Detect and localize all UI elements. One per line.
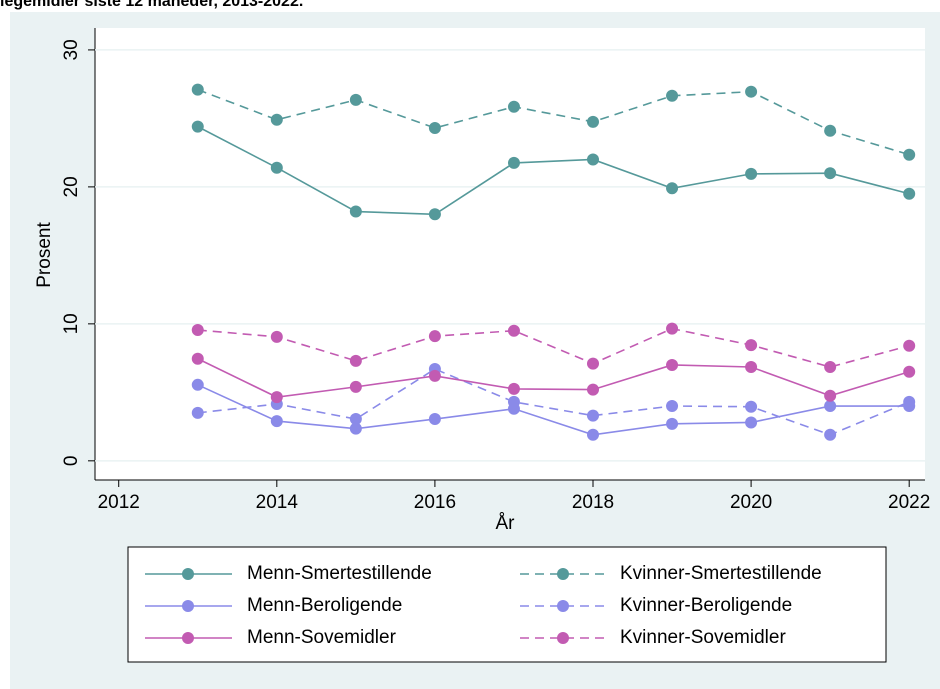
data-point xyxy=(666,182,679,195)
legend-label: Menn-Smertestillende xyxy=(247,563,432,584)
data-point xyxy=(587,383,599,396)
data-point xyxy=(903,187,916,200)
data-point xyxy=(428,330,441,343)
legend-label: Menn-Sovemidler xyxy=(247,627,397,648)
data-point xyxy=(428,121,441,134)
y-tick-label: 30 xyxy=(61,39,82,60)
data-point xyxy=(270,391,283,404)
data-point xyxy=(507,382,520,395)
legend-label: Menn-Beroligende xyxy=(247,595,402,616)
data-point xyxy=(587,357,599,370)
data-point xyxy=(824,400,837,413)
data-point xyxy=(191,83,204,96)
data-point xyxy=(745,361,758,373)
data-point xyxy=(507,100,520,113)
data-point xyxy=(903,148,916,161)
data-point xyxy=(745,339,758,352)
data-point xyxy=(824,124,837,137)
series-line xyxy=(197,358,910,398)
x-tick-label: 2020 xyxy=(730,492,772,513)
data-point xyxy=(824,428,837,441)
data-point xyxy=(666,400,679,413)
data-point xyxy=(349,93,362,106)
x-tick-label: 2014 xyxy=(256,492,299,513)
data-point xyxy=(666,322,679,335)
data-point xyxy=(191,120,204,133)
series-line xyxy=(197,368,910,436)
data-point xyxy=(666,417,679,430)
data-point xyxy=(507,324,520,337)
data-point xyxy=(191,406,204,419)
data-point xyxy=(349,422,362,435)
data-point xyxy=(270,330,283,343)
data-point xyxy=(903,365,916,378)
x-tick-label: 2022 xyxy=(888,492,930,513)
legend xyxy=(127,546,887,663)
legend-label: Kvinner-Beroligende xyxy=(620,595,792,616)
x-axis-label: År xyxy=(496,513,516,534)
data-point xyxy=(666,358,679,371)
series-line xyxy=(197,88,910,156)
series-line xyxy=(197,125,910,216)
data-point xyxy=(745,167,758,180)
data-point xyxy=(507,156,520,169)
data-point xyxy=(587,428,599,441)
data-point xyxy=(270,415,283,428)
y-tick-label: 0 xyxy=(61,456,82,467)
data-point xyxy=(824,167,837,180)
legend-marker xyxy=(557,600,569,612)
data-point xyxy=(824,389,837,402)
legend-marker xyxy=(557,568,569,580)
data-point xyxy=(587,153,599,166)
chart-title: legemidler siste 12 måneder, 2013-2022. xyxy=(0,0,303,10)
data-point xyxy=(428,413,441,426)
data-point xyxy=(587,409,599,422)
data-point xyxy=(349,413,362,426)
data-point xyxy=(428,208,441,221)
data-point xyxy=(903,395,916,408)
legend-marker xyxy=(182,600,194,612)
y-tick-label: 10 xyxy=(61,313,82,334)
legend-label: Kvinner-Smertestillende xyxy=(620,563,822,584)
y-axis-label: Prosent xyxy=(34,222,55,288)
data-point xyxy=(270,113,283,126)
x-tick-label: 2016 xyxy=(414,492,456,513)
data-point xyxy=(666,89,679,102)
data-point xyxy=(270,161,283,174)
data-point xyxy=(824,361,837,373)
data-point xyxy=(191,378,204,391)
series-line xyxy=(197,384,910,436)
x-tick-label: 2018 xyxy=(572,492,614,513)
series-line xyxy=(197,327,910,368)
y-tick-label: 20 xyxy=(61,176,82,197)
data-point xyxy=(587,115,599,128)
data-point xyxy=(507,395,520,408)
data-point xyxy=(349,354,362,367)
data-point xyxy=(191,352,204,365)
x-tick-label: 2012 xyxy=(98,492,140,513)
data-point xyxy=(191,324,204,337)
data-point xyxy=(745,85,758,98)
legend-marker xyxy=(182,568,194,580)
legend-label: Kvinner-Sovemidler xyxy=(620,627,786,648)
legend-marker xyxy=(182,632,194,644)
data-point xyxy=(903,339,916,352)
data-point xyxy=(349,380,362,393)
data-point xyxy=(349,205,362,218)
legend-marker xyxy=(557,632,569,644)
data-point xyxy=(745,416,758,429)
data-point xyxy=(428,369,441,382)
data-point xyxy=(745,400,758,413)
